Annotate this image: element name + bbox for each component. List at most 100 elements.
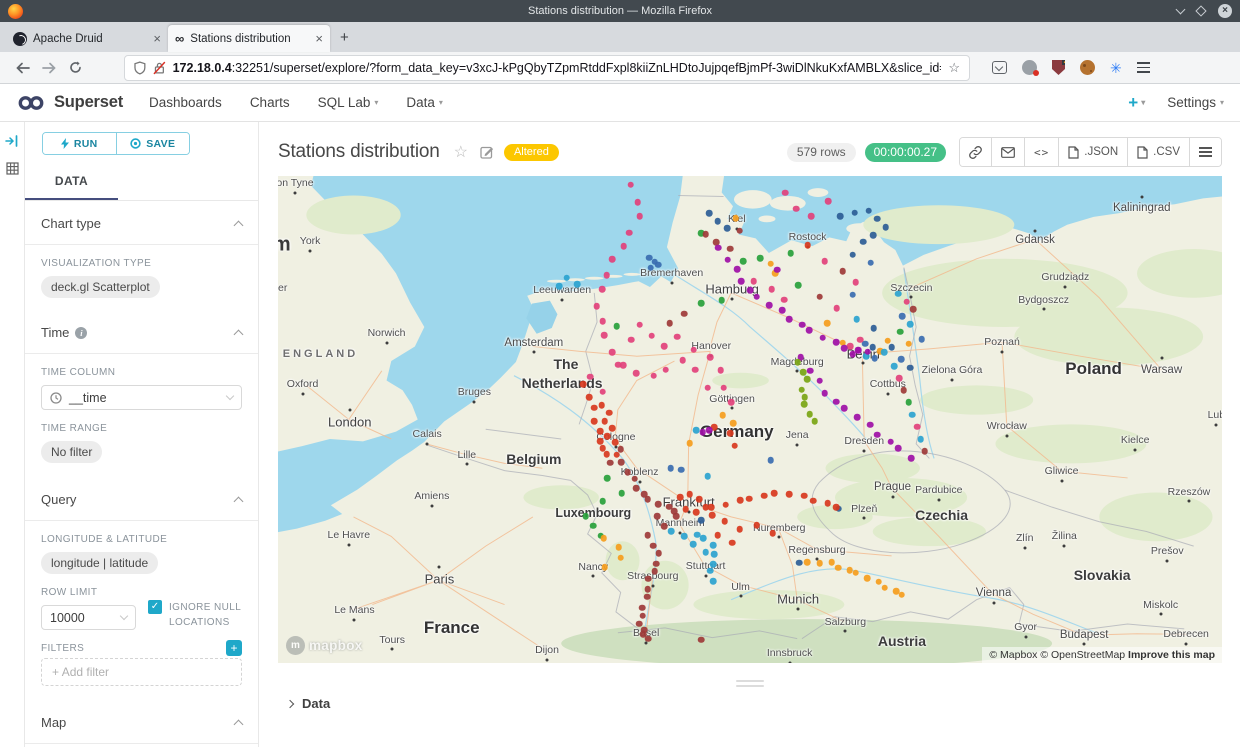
map-label: The: [553, 355, 579, 372]
add-new-button[interactable]: + ▾: [1128, 92, 1146, 112]
scatter-point: [596, 427, 604, 435]
reload-icon[interactable]: [62, 61, 88, 74]
scatter-point: [798, 321, 806, 328]
back-icon[interactable]: [10, 62, 36, 74]
city-dot: [730, 406, 734, 410]
scatter-point: [737, 277, 745, 285]
tab-apache-druid[interactable]: Apache Druid ×: [6, 25, 168, 52]
nav-sql-lab[interactable]: SQL Lab ▾: [317, 95, 379, 110]
export-json-button[interactable]: .JSON: [1058, 138, 1128, 166]
scatter-point: [740, 257, 747, 265]
nav-data[interactable]: Data ▾: [406, 95, 443, 110]
add-filter-dropzone[interactable]: + Add filter: [41, 658, 242, 686]
city-dot: [992, 601, 996, 605]
city-dot: [1140, 195, 1144, 199]
scatter-point: [806, 410, 813, 418]
section-chart-type[interactable]: Chart type: [41, 201, 244, 244]
lonlat-value[interactable]: longitude | latitude: [41, 552, 159, 574]
scatter-point: [676, 494, 684, 501]
cookie-extension-icon[interactable]: [1080, 60, 1095, 75]
map-label: Nancy: [578, 560, 609, 573]
tab-close-icon[interactable]: ×: [315, 31, 323, 46]
new-tab-button[interactable]: +: [340, 29, 349, 46]
nav-settings[interactable]: Settings ▾: [1167, 95, 1224, 110]
scatter-point: [644, 495, 651, 503]
embed-code-button[interactable]: <>: [1024, 138, 1059, 166]
privacy-extension-icon[interactable]: [1022, 60, 1039, 76]
collapse-panel-icon[interactable]: [5, 134, 19, 148]
scatter-point: [719, 411, 726, 419]
superset-brand[interactable]: Superset: [16, 93, 123, 112]
nav-dashboards[interactable]: Dashboards: [149, 95, 222, 110]
city-dot: [430, 504, 434, 508]
scatter-point: [644, 585, 652, 593]
improve-map-link[interactable]: Improve this map: [1128, 649, 1215, 661]
window-maximize-icon[interactable]: [1195, 5, 1207, 17]
altered-badge[interactable]: Altered: [503, 143, 559, 161]
scatter-point: [712, 238, 720, 246]
section-query[interactable]: Query: [41, 477, 244, 520]
scatter-point: [667, 464, 674, 472]
insecure-lock-icon[interactable]: [153, 61, 166, 75]
email-button[interactable]: [991, 138, 1025, 166]
scatter-point: [824, 319, 831, 327]
pocket-icon[interactable]: [992, 61, 1007, 74]
row-limit-select[interactable]: 10000: [41, 605, 136, 630]
browser-menu-icon[interactable]: [1136, 62, 1150, 73]
scatter-point: [874, 431, 881, 439]
shield-permissions-icon[interactable]: [134, 60, 146, 75]
bookmark-star-icon[interactable]: ☆: [948, 59, 960, 75]
scatter-point: [680, 532, 688, 540]
forward-icon[interactable]: [36, 62, 62, 74]
data-panel-toggle[interactable]: Data: [278, 696, 1222, 711]
window-minimize-icon[interactable]: [1175, 4, 1186, 15]
scatter-point: [849, 291, 857, 299]
scatter-point: [839, 268, 846, 275]
city-dot: [390, 647, 394, 651]
chart-menu-button[interactable]: [1189, 138, 1221, 166]
favorite-star-icon[interactable]: ☆: [453, 144, 468, 161]
nav-charts[interactable]: Charts: [249, 95, 290, 110]
time-range-value[interactable]: No filter: [41, 441, 103, 463]
city-dot: [465, 462, 469, 466]
scatter-point: [627, 336, 635, 343]
section-map[interactable]: Map: [41, 700, 244, 743]
deckgl-scatterplot-map[interactable]: on Tyne m York er Norwich ENGLAND Oxford London…: [278, 176, 1222, 663]
scatter-point: [854, 414, 861, 421]
scatter-point: [736, 525, 743, 533]
city-dot: [532, 350, 536, 354]
section-time[interactable]: Time i: [41, 310, 244, 353]
scatter-point: [709, 578, 717, 585]
run-button[interactable]: RUN: [43, 133, 116, 154]
time-column-select[interactable]: __time: [41, 385, 242, 410]
scatter-point: [862, 352, 870, 360]
sparkle-extension-icon[interactable]: ✳: [1110, 59, 1122, 76]
datasource-grid-icon[interactable]: [5, 162, 19, 175]
scatter-point: [769, 529, 776, 537]
url-input[interactable]: 172.18.0.4:32251/superset/explore/?form_…: [124, 54, 970, 81]
tab-data[interactable]: DATA: [25, 165, 118, 200]
ignore-null-checkbox-row[interactable]: ✓ IGNORE NULL LOCATIONS: [148, 600, 241, 630]
copy-link-button[interactable]: [960, 138, 992, 166]
add-filter-plus-button[interactable]: +: [226, 640, 242, 656]
row-count-badge: 579 rows: [786, 142, 856, 162]
tab-stations-distribution[interactable]: ∞ Stations distribution ×: [168, 25, 330, 52]
map-label: Regensburg: [788, 543, 846, 556]
map-label: Paris: [424, 571, 455, 587]
scatter-point: [866, 421, 874, 428]
save-button[interactable]: SAVE: [115, 133, 189, 154]
query-timer-badge: 00:00:00.27: [864, 142, 947, 162]
checkbox-checked-icon[interactable]: ✓: [148, 600, 162, 614]
city-dot: [1000, 350, 1004, 354]
scatter-point: [639, 612, 646, 619]
city-dot: [1060, 479, 1064, 483]
panel-drag-handle[interactable]: [736, 680, 764, 687]
scatter-point: [746, 495, 753, 502]
tab-close-icon[interactable]: ×: [153, 31, 161, 46]
viz-type-value[interactable]: deck.gl Scatterplot: [41, 276, 160, 298]
mapbox-logo[interactable]: m mapbox: [286, 636, 363, 655]
export-csv-button[interactable]: .CSV: [1127, 138, 1189, 166]
shield-extension-icon[interactable]: 2: [1052, 60, 1065, 75]
window-close-icon[interactable]: ×: [1218, 4, 1232, 18]
edit-properties-icon[interactable]: [480, 145, 494, 159]
